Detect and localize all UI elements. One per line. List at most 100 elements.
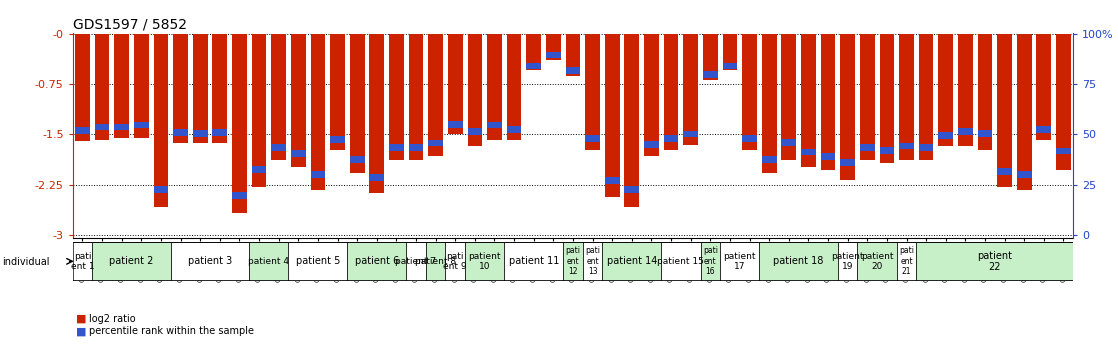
- Bar: [603, 241, 661, 281]
- Bar: [409, 34, 424, 160]
- Bar: [369, 174, 385, 181]
- Bar: [153, 186, 169, 193]
- Bar: [722, 63, 737, 69]
- Bar: [781, 139, 796, 146]
- Bar: [467, 128, 482, 135]
- Bar: [977, 34, 993, 150]
- Bar: [288, 241, 348, 281]
- Bar: [582, 241, 603, 281]
- Bar: [720, 241, 759, 281]
- Bar: [212, 129, 227, 136]
- Bar: [977, 130, 993, 137]
- Bar: [252, 166, 266, 173]
- Bar: [897, 241, 917, 281]
- Bar: [272, 34, 286, 160]
- Bar: [426, 241, 445, 281]
- Text: patient 14: patient 14: [607, 256, 657, 266]
- Text: patient 18: patient 18: [774, 256, 824, 266]
- Bar: [192, 34, 208, 143]
- Bar: [625, 34, 639, 207]
- Text: patient
10: patient 10: [468, 252, 501, 271]
- Bar: [703, 34, 718, 80]
- Text: patient
20: patient 20: [861, 252, 893, 271]
- Bar: [1057, 148, 1071, 154]
- Bar: [114, 34, 129, 138]
- Bar: [1036, 126, 1051, 132]
- Bar: [233, 192, 247, 199]
- Bar: [858, 241, 897, 281]
- Bar: [233, 34, 247, 213]
- Bar: [958, 34, 973, 146]
- Bar: [445, 241, 465, 281]
- Bar: [527, 63, 541, 69]
- Text: individual: individual: [2, 257, 49, 266]
- Bar: [880, 147, 894, 154]
- Bar: [504, 241, 563, 281]
- Bar: [173, 129, 188, 136]
- Bar: [644, 141, 659, 148]
- Bar: [703, 71, 718, 78]
- Bar: [134, 34, 149, 138]
- Text: patient 11: patient 11: [509, 256, 559, 266]
- Bar: [75, 34, 89, 141]
- Text: percentile rank within the sample: percentile rank within the sample: [89, 326, 255, 336]
- Text: patient 5: patient 5: [296, 256, 340, 266]
- Bar: [448, 34, 463, 135]
- Bar: [563, 241, 582, 281]
- Bar: [134, 121, 149, 128]
- Text: patient 2: patient 2: [110, 256, 153, 266]
- Bar: [566, 67, 580, 74]
- Bar: [919, 144, 934, 150]
- Bar: [938, 34, 954, 146]
- Bar: [1057, 34, 1071, 170]
- Bar: [605, 177, 619, 184]
- Text: patient 4: patient 4: [248, 257, 290, 266]
- Text: ■: ■: [76, 314, 86, 324]
- Text: patient 3: patient 3: [188, 256, 233, 266]
- Text: patient
17: patient 17: [723, 252, 756, 271]
- Bar: [860, 144, 874, 150]
- Bar: [465, 241, 504, 281]
- Bar: [291, 150, 305, 157]
- Bar: [701, 241, 720, 281]
- Bar: [759, 241, 837, 281]
- Text: pati
ent
12: pati ent 12: [566, 246, 580, 276]
- Bar: [506, 126, 521, 132]
- Text: GDS1597 / 5852: GDS1597 / 5852: [73, 18, 187, 32]
- Bar: [272, 144, 286, 150]
- Bar: [192, 130, 208, 137]
- Bar: [389, 144, 404, 150]
- Text: pati
ent
13: pati ent 13: [585, 246, 600, 276]
- Bar: [428, 34, 443, 157]
- Text: pati
ent
21: pati ent 21: [899, 246, 915, 276]
- Bar: [409, 144, 424, 150]
- Bar: [664, 34, 679, 150]
- Bar: [821, 153, 835, 160]
- Bar: [527, 34, 541, 70]
- Bar: [369, 34, 385, 193]
- Bar: [75, 127, 89, 134]
- Bar: [389, 34, 404, 160]
- Bar: [350, 156, 364, 162]
- Text: pati
ent
16: pati ent 16: [703, 246, 718, 276]
- Bar: [1017, 34, 1032, 190]
- Bar: [212, 34, 227, 143]
- Bar: [566, 34, 580, 76]
- Bar: [683, 34, 698, 145]
- Bar: [841, 159, 855, 166]
- Bar: [661, 241, 701, 281]
- Bar: [73, 241, 93, 281]
- Bar: [171, 241, 249, 281]
- Bar: [802, 34, 816, 167]
- Bar: [330, 34, 344, 150]
- Bar: [880, 34, 894, 163]
- Bar: [1017, 171, 1032, 178]
- Bar: [350, 34, 364, 173]
- Bar: [860, 34, 874, 160]
- Bar: [173, 34, 188, 143]
- Bar: [291, 34, 305, 167]
- Bar: [585, 135, 600, 141]
- Bar: [506, 34, 521, 140]
- Bar: [938, 132, 954, 139]
- Bar: [997, 168, 1012, 175]
